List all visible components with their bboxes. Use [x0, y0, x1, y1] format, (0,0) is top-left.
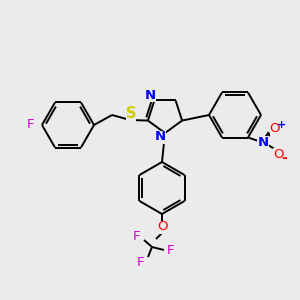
Text: F: F [26, 118, 34, 131]
Text: +: + [276, 119, 286, 130]
Text: O: O [273, 148, 283, 161]
Text: F: F [133, 230, 141, 244]
Text: N: N [154, 130, 166, 143]
Text: O: O [270, 122, 280, 135]
Text: N: N [145, 89, 156, 102]
Text: S: S [126, 106, 136, 122]
Text: O: O [157, 220, 167, 233]
Text: F: F [167, 244, 175, 257]
Text: -: - [281, 151, 287, 164]
Text: N: N [257, 136, 268, 149]
Text: F: F [137, 256, 145, 269]
